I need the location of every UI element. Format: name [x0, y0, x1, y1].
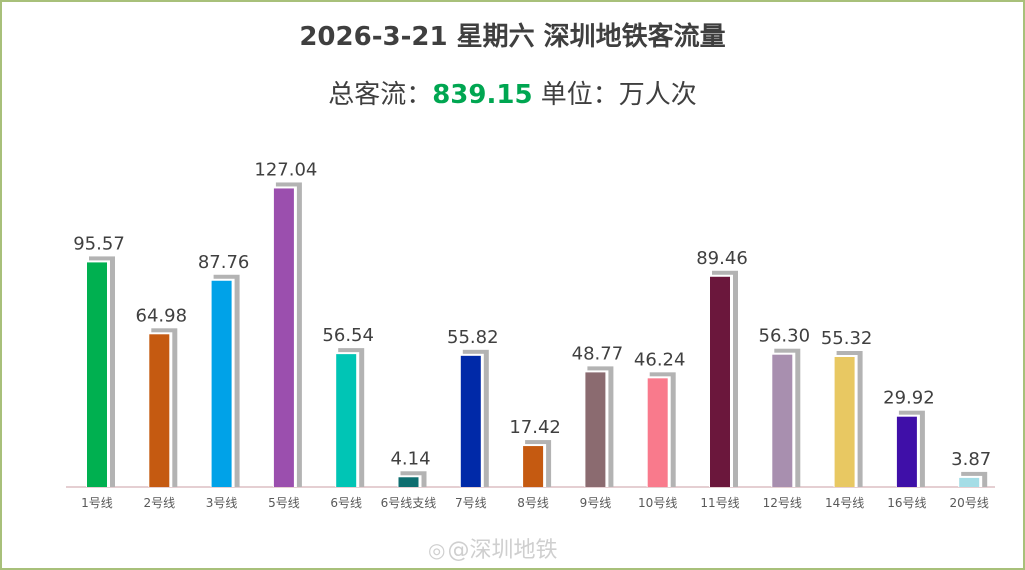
bar-10号线 — [647, 378, 668, 487]
total-value: 839.15 — [432, 80, 533, 110]
data-label: 56.54 — [322, 325, 374, 346]
x-tick-label: 6号线 — [330, 496, 362, 510]
bar-12号线 — [772, 354, 793, 487]
bar-14号线 — [834, 356, 855, 487]
bar-6号线 — [336, 354, 357, 487]
data-label: 127.04 — [254, 159, 317, 180]
x-tick-label: 3号线 — [206, 496, 238, 510]
x-tick-label: 16号线 — [887, 496, 926, 510]
weibo-logo-icon: ◎ — [428, 538, 446, 562]
x-tick-label: 14号线 — [825, 496, 864, 510]
bar-16号线 — [896, 416, 917, 487]
x-tick-label: 8号线 — [517, 496, 549, 510]
bar-2号线 — [149, 334, 170, 487]
x-tick-label: 11号线 — [700, 496, 739, 510]
x-tick-label: 20号线 — [950, 496, 989, 510]
x-tick-label: 10号线 — [638, 496, 677, 510]
data-label: 55.32 — [821, 328, 873, 349]
bar-3号线 — [211, 280, 232, 487]
data-label: 46.24 — [634, 349, 686, 370]
data-label: 87.76 — [198, 252, 250, 273]
data-label: 48.77 — [572, 343, 624, 364]
data-label: 3.87 — [951, 449, 991, 470]
data-label: 29.92 — [883, 388, 935, 409]
data-label: 55.82 — [447, 327, 499, 348]
bar-8号线 — [523, 446, 544, 487]
total-label: 总客流： — [328, 80, 433, 110]
x-tick-label: 2号线 — [143, 496, 175, 510]
x-tick-label: 7号线 — [455, 496, 487, 510]
bar-9号线 — [585, 372, 606, 487]
data-label: 89.46 — [696, 248, 748, 269]
chart-subtitle: 总客流：839.15 单位：万人次 — [0, 74, 1025, 111]
chart-title: 2026-3-21 星期六 深圳地铁客流量 — [299, 22, 726, 52]
x-tick-label: 1号线 — [81, 496, 113, 510]
watermark: ◎@深圳地铁 — [428, 532, 557, 564]
data-label: 17.42 — [509, 417, 561, 438]
unit-text: 单位：万人次 — [532, 80, 697, 110]
data-label: 4.14 — [390, 448, 430, 469]
bar-20号线 — [959, 477, 980, 487]
x-tick-label: 5号线 — [268, 496, 300, 510]
x-tick-label: 6号线支线 — [381, 496, 437, 510]
x-tick-label: 12号线 — [763, 496, 802, 510]
x-tick-label: 9号线 — [580, 496, 612, 510]
data-label: 95.57 — [73, 233, 125, 254]
bar-5号线 — [273, 188, 294, 487]
data-label: 56.30 — [759, 326, 811, 347]
bar-6号线支线 — [398, 477, 419, 487]
data-label: 64.98 — [136, 305, 188, 326]
bar-1号线 — [87, 262, 107, 487]
bar-7号线 — [460, 355, 481, 487]
watermark-text: @深圳地铁 — [447, 538, 558, 563]
bar-11号线 — [710, 276, 730, 487]
